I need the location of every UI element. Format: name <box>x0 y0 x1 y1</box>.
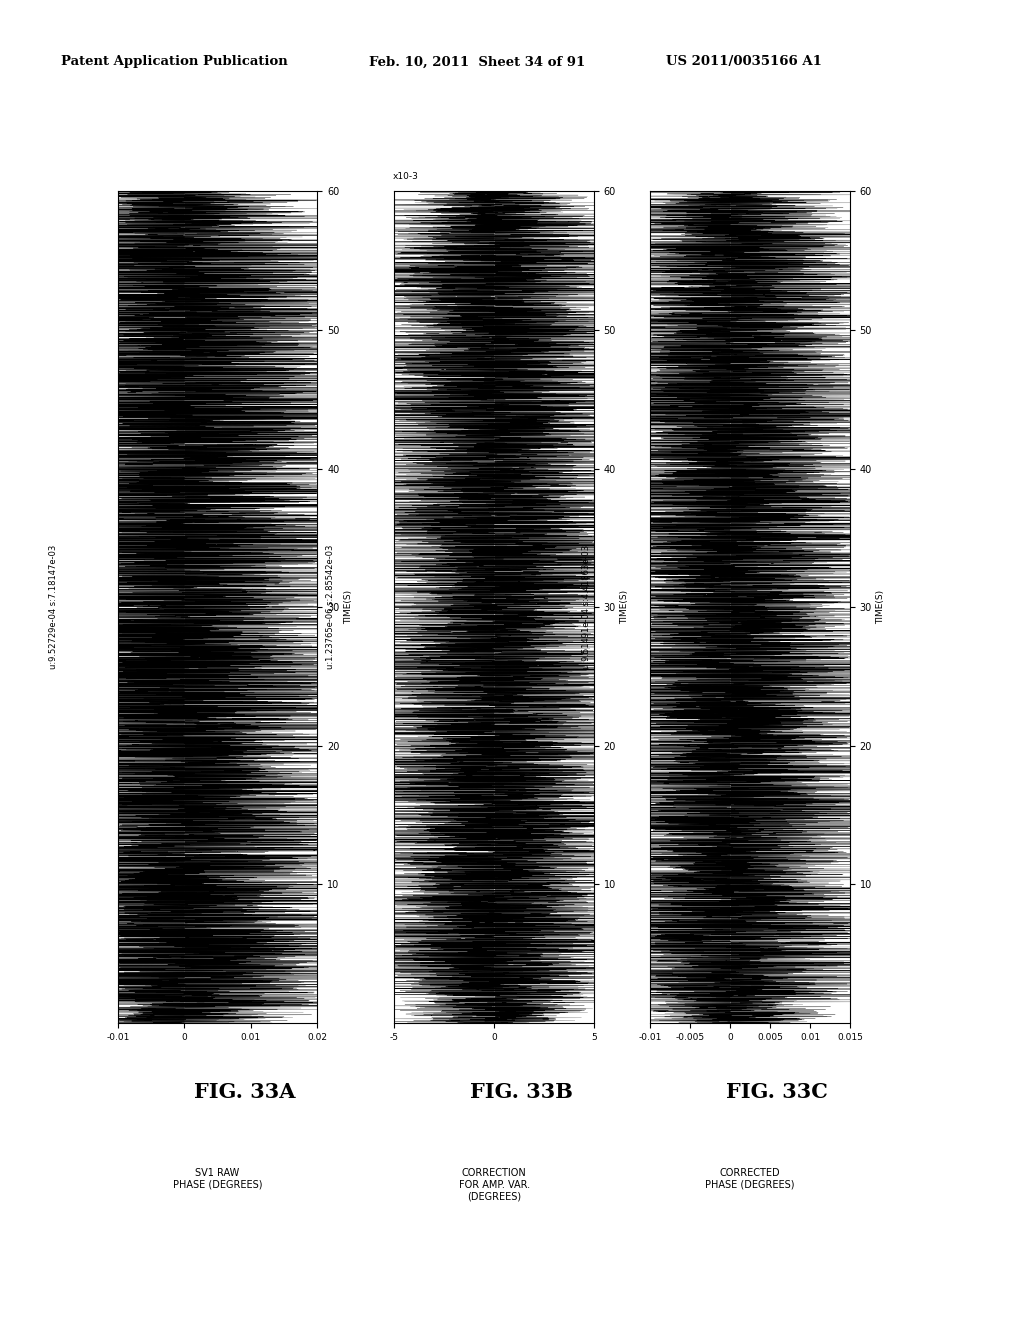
Text: CORRECTED
PHASE (DEGREES): CORRECTED PHASE (DEGREES) <box>706 1168 795 1189</box>
Text: US 2011/0035166 A1: US 2011/0035166 A1 <box>666 55 821 69</box>
Y-axis label: TIME(S): TIME(S) <box>621 590 629 624</box>
Text: x10-3: x10-3 <box>392 173 418 181</box>
Text: CORRECTION
FOR AMP. VAR.
(DEGREES): CORRECTION FOR AMP. VAR. (DEGREES) <box>459 1168 529 1201</box>
Text: u:1.23765e-06 s:2.85542e-03: u:1.23765e-06 s:2.85542e-03 <box>326 545 335 669</box>
Text: FIG. 33B: FIG. 33B <box>470 1082 573 1102</box>
Text: Patent Application Publication: Patent Application Publication <box>61 55 288 69</box>
Text: SV1 RAW
PHASE (DEGREES): SV1 RAW PHASE (DEGREES) <box>173 1168 262 1189</box>
Y-axis label: TIME(S): TIME(S) <box>877 590 885 624</box>
Text: FIG. 33C: FIG. 33C <box>726 1082 828 1102</box>
Text: FIG. 33A: FIG. 33A <box>194 1082 295 1102</box>
Y-axis label: TIME(S): TIME(S) <box>344 590 352 624</box>
Text: u:9.51491e-04 s:4.41863e-03: u:9.51491e-04 s:4.41863e-03 <box>582 545 591 669</box>
Text: Feb. 10, 2011  Sheet 34 of 91: Feb. 10, 2011 Sheet 34 of 91 <box>369 55 585 69</box>
Text: u:9.52729e-04 s:7.18147e-03: u:9.52729e-04 s:7.18147e-03 <box>49 545 58 669</box>
